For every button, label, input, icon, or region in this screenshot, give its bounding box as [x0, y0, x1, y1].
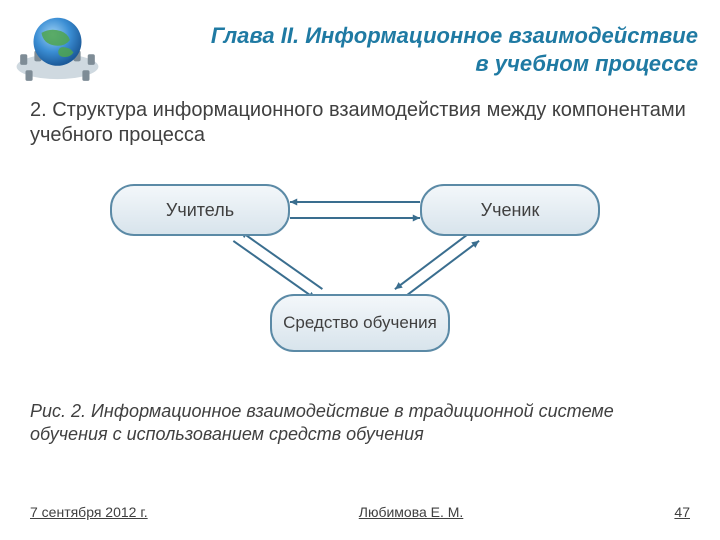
node-student: Ученик	[420, 184, 600, 236]
section-subtitle: 2. Структура информационного взаимодейст…	[30, 98, 690, 148]
title-line2: в учебном процессе	[475, 51, 698, 76]
slide: Глава II. Информационное взаимодействие …	[0, 0, 720, 540]
footer-date: 7 сентября 2012 г.	[30, 504, 148, 520]
title-chapter: Глава II.	[211, 23, 299, 48]
slide-title: Глава II. Информационное взаимодействие …	[140, 22, 698, 77]
footer-page: 47	[674, 504, 690, 520]
slide-logo	[10, 8, 105, 88]
node-teacher: Учитель	[110, 184, 290, 236]
node-tool: Средство обучения	[270, 294, 450, 352]
slide-footer: 7 сентября 2012 г. Любимова Е. М. 47	[30, 504, 690, 520]
caption-text: Информационное взаимодействие в традицио…	[30, 401, 614, 444]
interaction-diagram: Учитель Ученик Средство обучения	[30, 166, 690, 386]
figure-caption: Рис. 2. Информационное взаимодействие в …	[30, 400, 690, 447]
footer-author: Любимова Е. М.	[359, 504, 464, 520]
title-line1: Информационное взаимодействие	[305, 23, 698, 48]
caption-prefix: Рис. 2.	[30, 401, 86, 421]
